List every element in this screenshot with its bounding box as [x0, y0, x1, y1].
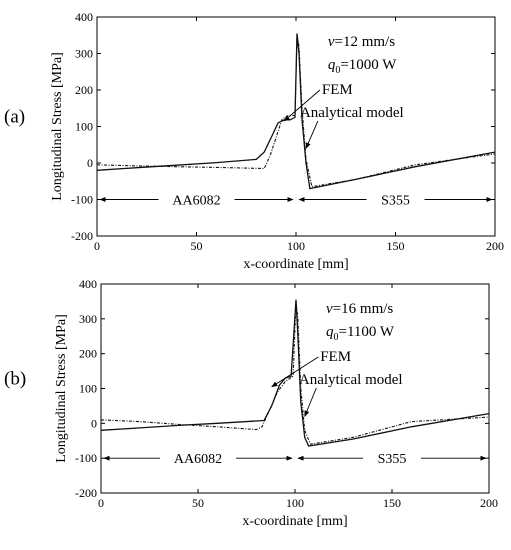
param-annotation: q0=1100 W: [326, 324, 395, 343]
y-tick-label: 0: [87, 156, 93, 170]
region-label: AA6082: [174, 452, 222, 467]
y-tick-label: 200: [79, 347, 97, 361]
y-tick-label: -200: [71, 229, 93, 243]
y-tick-label: -200: [75, 486, 97, 500]
x-tick-label: 200: [480, 496, 498, 510]
x-axis-label: x-coordinate [mm]: [242, 514, 347, 529]
legend-analytical-label: Analytical model: [300, 105, 404, 121]
legend-analytical-pointer: [305, 120, 319, 149]
param-annotation: q0=1000 W: [328, 57, 397, 76]
y-tick-label: 300: [75, 47, 93, 61]
panel-label: (a): [4, 107, 25, 128]
x-axis-label: x-coordinate [mm]: [243, 257, 348, 272]
y-tick-label: 400: [75, 10, 93, 24]
series-line-analytical: [96, 35, 496, 188]
series-line-analytical: [100, 301, 490, 445]
legend-fem-label: FEM: [322, 82, 353, 98]
legend-fem-pointer: [271, 356, 319, 388]
panel-label: (b): [4, 369, 26, 390]
y-tick-label: 400: [79, 277, 97, 291]
x-tick-label: 50: [191, 239, 203, 253]
region-label: S355: [381, 194, 410, 209]
y-axis-label: Longitudinal Stress [MPa]: [50, 52, 65, 201]
x-tick-label: 0: [98, 496, 104, 510]
x-tick-label: 100: [286, 496, 304, 510]
y-tick-label: 100: [75, 120, 93, 134]
y-tick-label: -100: [75, 451, 97, 465]
legend-fem-label: FEM: [320, 349, 351, 365]
x-tick-label: 50: [192, 496, 204, 510]
legend-analytical-label: Analytical model: [299, 372, 403, 388]
region-label: S355: [378, 452, 407, 467]
y-tick-label: 300: [79, 312, 97, 326]
x-tick-label: 0: [94, 239, 100, 253]
region-label: AA6082: [172, 194, 220, 209]
x-tick-label: 150: [383, 496, 401, 510]
series-line-fem: [100, 299, 490, 447]
param-annotation: v=16 mm/s: [326, 301, 393, 317]
y-axis-label: Longitudinal Stress [MPa]: [54, 314, 69, 463]
legend-fem-pointer: [283, 89, 321, 122]
param-annotation: v=12 mm/s: [328, 34, 395, 50]
x-tick-label: 200: [486, 239, 504, 253]
legend-analytical-pointer: [304, 387, 317, 417]
x-tick-label: 100: [287, 239, 305, 253]
chart-panel-a: 0 50 100 150 200 -200 -100 0 100 200 300 400 x-coord…: [4, 10, 504, 272]
y-tick-label: 200: [75, 83, 93, 97]
series-line-fem: [96, 33, 496, 190]
y-tick-label: -100: [71, 193, 93, 207]
y-tick-label: 0: [91, 416, 97, 430]
chart-panel-b: 0 50 100 150 200 -200 -100 0 100 200 300 400 x-coord…: [4, 277, 498, 529]
x-tick-label: 150: [387, 239, 405, 253]
y-tick-label: 100: [79, 382, 97, 396]
